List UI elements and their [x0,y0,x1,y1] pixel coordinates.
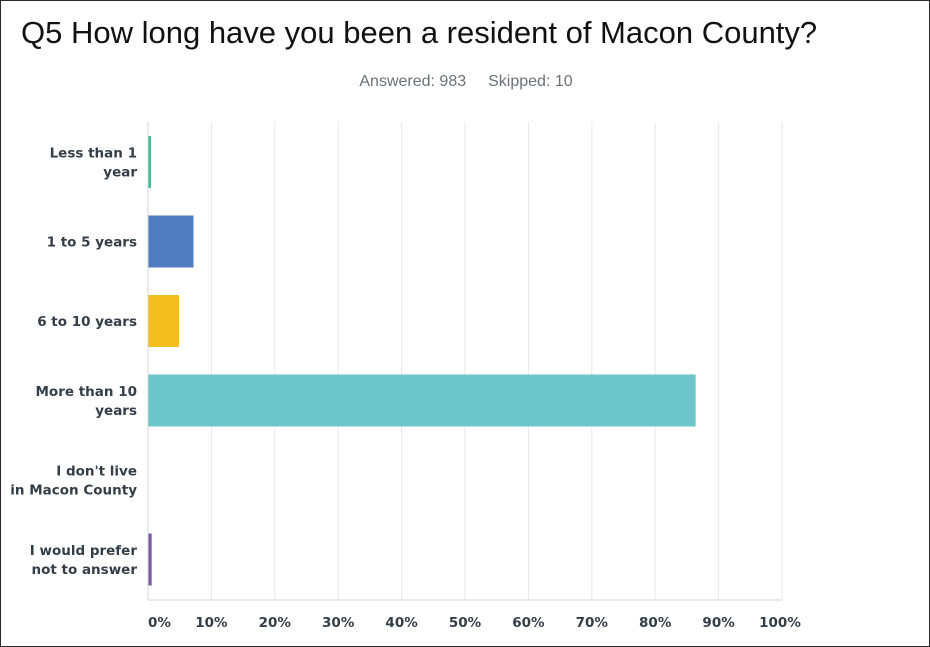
x-tick-label: 20% [259,615,292,631]
x-tick-label: 100% [759,615,801,631]
category-label: in Macon County [10,483,137,499]
category-label: I don't live [56,464,137,480]
bar [148,533,152,586]
bar [148,136,151,188]
category-label: not to answer [31,562,137,578]
bar [148,215,194,268]
question-title: Q5 How long have you been a resident of … [21,15,818,50]
x-tick-label: 10% [195,615,228,631]
category-label: 1 to 5 years [47,235,137,251]
category-label: More than 10 [36,384,138,400]
x-tick-label: 0% [148,615,171,631]
category-label: years [95,403,137,419]
category-label: year [103,165,137,181]
response-stats: Answered: 983 Skipped: 10 [1,73,930,91]
x-tick-label: 40% [385,615,418,631]
category-label: 6 to 10 years [37,314,137,330]
category-label: I would prefer [30,543,138,559]
x-tick-label: 30% [322,615,355,631]
category-label: Less than 1 [50,146,137,162]
bar [148,295,179,347]
skipped-count: Skipped: 10 [488,73,573,90]
x-tick-label: 90% [702,615,735,631]
answered-count: Answered: 983 [359,73,467,90]
x-tick-label: 70% [576,615,609,631]
x-tick-label: 60% [512,615,545,631]
bar [148,374,696,427]
x-tick-label: 80% [639,615,672,631]
x-tick-label: 50% [449,615,482,631]
